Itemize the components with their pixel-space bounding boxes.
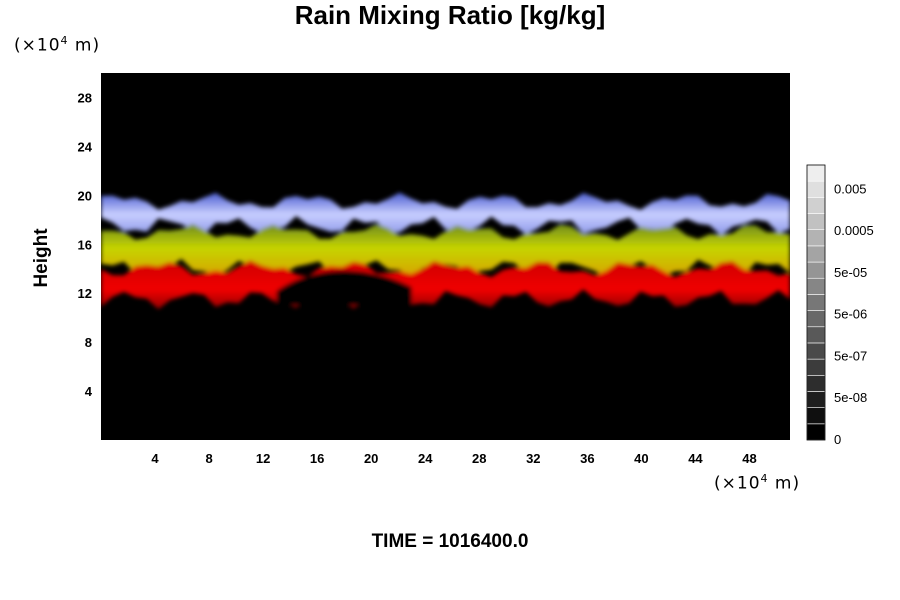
colorbar-swatch — [806, 197, 826, 214]
x-unit-suffix: m) — [768, 473, 801, 494]
x-tick-label: 36 — [580, 451, 594, 466]
x-tick-label: 4 — [151, 451, 159, 466]
colorbar-swatch — [806, 245, 826, 263]
colorbar-label: 0.005 — [834, 181, 867, 196]
x-axis-unit: (×104 m) — [714, 472, 800, 494]
colorbar-swatch — [806, 342, 826, 360]
y-tick-label: 12 — [78, 286, 92, 301]
colorbar-swatch — [806, 358, 826, 376]
x-tick: 48 — [742, 451, 756, 466]
x-tick-label: 32 — [526, 451, 540, 466]
y-unit-prefix: (×10 — [14, 35, 61, 56]
rain-field — [101, 192, 790, 310]
x-tick: 44 — [688, 451, 703, 466]
colorbar-swatch — [806, 326, 826, 344]
x-tick-label: 44 — [688, 451, 703, 466]
x-tick-label: 24 — [418, 451, 433, 466]
colorbar-swatch — [806, 229, 826, 247]
colorbar-swatch — [806, 261, 826, 279]
chart-title: Rain Mixing Ratio [kg/kg] — [294, 0, 606, 30]
y-tick-label: 8 — [85, 335, 92, 350]
colorbar-swatch — [806, 310, 826, 328]
colorbar-label: 5e-07 — [834, 348, 867, 363]
colorbar-swatch — [806, 277, 826, 295]
y-tick-label: 20 — [78, 188, 92, 203]
time-label: TIME = 1016400.0 — [371, 531, 529, 552]
x-tick: 16 — [310, 451, 324, 466]
x-unit-exponent: 4 — [760, 472, 769, 485]
rain-gap — [276, 270, 412, 306]
y-tick: 24 — [78, 139, 93, 154]
y-axis-unit: (×104 m) — [14, 34, 100, 56]
colorbar-label: 0.0005 — [834, 223, 874, 238]
y-tick-label: 24 — [78, 139, 93, 154]
x-tick-label: 28 — [472, 451, 486, 466]
colorbar-frame — [806, 164, 826, 441]
y-tick-label: 28 — [78, 90, 92, 105]
x-unit-prefix: (×10 — [714, 473, 761, 494]
colorbar-swatch — [806, 391, 826, 408]
x-tick: 28 — [472, 451, 486, 466]
y-tick-label: 16 — [78, 237, 92, 252]
x-tick: 40 — [634, 451, 648, 466]
x-tick: 32 — [526, 451, 540, 466]
y-tick-label: 4 — [85, 384, 93, 399]
colorbar-swatch — [806, 213, 826, 231]
x-tick: 24 — [418, 451, 433, 466]
colorbar-label: 5e-08 — [834, 390, 867, 405]
colorbar-swatch — [806, 180, 826, 198]
colorbar-label: 5e-05 — [834, 265, 867, 280]
x-tick-label: 12 — [256, 451, 270, 466]
y-tick: 8 — [85, 335, 92, 350]
colorbar-swatch — [806, 374, 826, 392]
colorbar-label: 0 — [834, 432, 841, 447]
y-tick: 12 — [78, 286, 92, 301]
colorbar-swatch — [806, 164, 826, 182]
y-unit-exponent: 4 — [60, 34, 69, 47]
y-tick: 16 — [78, 237, 92, 252]
colorbar-label: 5e-06 — [834, 307, 867, 322]
y-axis: 4 8 12 16 20 24 28 — [78, 90, 93, 399]
x-tick-label: 16 — [310, 451, 324, 466]
x-tick: 12 — [256, 451, 270, 466]
x-tick-label: 40 — [634, 451, 648, 466]
y-tick: 28 — [78, 90, 92, 105]
colorbar-swatch — [806, 407, 826, 425]
y-unit-suffix: m) — [68, 35, 101, 56]
rain-layer-lower — [101, 260, 790, 310]
x-tick-label: 20 — [364, 451, 378, 466]
x-tick: 36 — [580, 451, 594, 466]
x-tick: 20 — [364, 451, 378, 466]
x-tick-label: 48 — [742, 451, 756, 466]
x-tick-label: 8 — [205, 451, 212, 466]
colorbar-swatch — [806, 294, 826, 311]
x-axis: 4 8 12 16 20 24 28 32 36 40 44 48 — [151, 451, 756, 466]
x-tick: 4 — [151, 451, 159, 466]
y-tick: 20 — [78, 188, 92, 203]
colorbar: 0.005 0.0005 5e-05 5e-06 5e-07 5e-08 0 — [806, 164, 874, 447]
y-tick: 4 — [85, 384, 93, 399]
colorbar-swatch — [806, 423, 826, 441]
x-tick: 8 — [205, 451, 212, 466]
